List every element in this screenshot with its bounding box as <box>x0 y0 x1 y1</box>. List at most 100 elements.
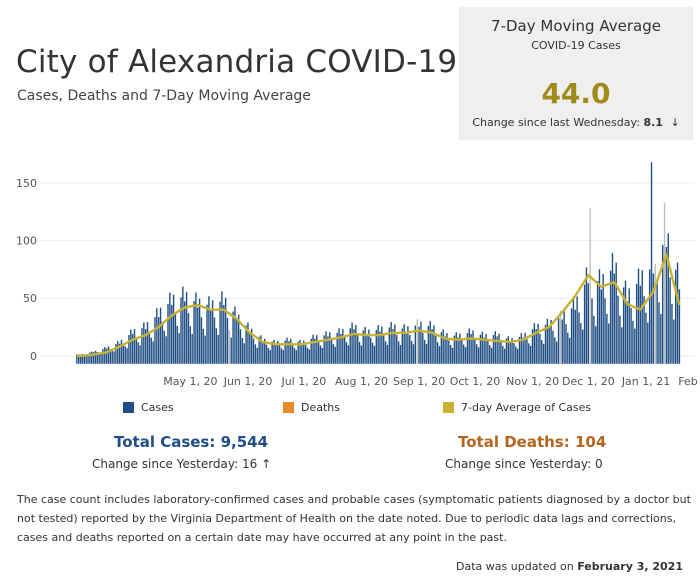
case-bar <box>622 287 625 364</box>
case-bar <box>353 329 355 364</box>
case-bar <box>174 313 177 364</box>
page-subtitle: Cases, Deaths and 7-Day Moving Average <box>17 88 311 104</box>
y-tick-label: 50 <box>23 292 37 305</box>
case-bar <box>291 344 294 364</box>
legend-cases-label: Cases <box>141 401 174 414</box>
case-bar <box>381 326 383 364</box>
case-bar <box>383 335 385 364</box>
case-bar <box>202 328 205 364</box>
case-bar <box>524 332 526 364</box>
y-tick-label: 0 <box>30 350 37 363</box>
case-bar <box>518 337 521 364</box>
case-bar <box>451 347 454 364</box>
case-bar <box>639 285 642 364</box>
case-bar <box>580 323 582 364</box>
case-bar <box>589 208 591 364</box>
case-bar <box>252 338 255 364</box>
case-bar <box>494 331 497 364</box>
case-bar <box>505 338 508 364</box>
legend-cases[interactable]: Cases <box>123 401 174 414</box>
case-bar <box>113 351 115 364</box>
case-bar <box>319 345 322 364</box>
case-bar <box>464 347 467 364</box>
case-bar <box>476 344 478 364</box>
case-bar <box>126 348 128 364</box>
case-bar <box>224 297 227 364</box>
case-bar <box>284 340 286 364</box>
case-bar <box>630 308 632 364</box>
case-bar <box>137 342 139 364</box>
case-bar <box>658 302 660 364</box>
case-bar <box>308 349 311 364</box>
case-bar <box>407 326 409 364</box>
legend-average[interactable]: 7-day Average of Cases <box>443 401 591 414</box>
kpi-title: 7-Day Moving Average <box>491 17 661 35</box>
case-bar <box>489 345 491 364</box>
case-bar <box>355 324 357 364</box>
case-bar <box>468 328 470 364</box>
case-bar <box>399 344 402 364</box>
case-bar <box>635 283 638 364</box>
case-bar <box>384 341 387 364</box>
case-bar <box>310 338 312 364</box>
case-bar <box>327 336 329 364</box>
case-bar <box>92 352 95 364</box>
case-bar <box>111 350 113 364</box>
case-bar <box>143 322 145 364</box>
case-bar <box>427 325 430 364</box>
case-bar <box>118 343 121 364</box>
case-bar <box>557 318 560 364</box>
case-bar <box>474 339 476 364</box>
case-bar <box>522 337 524 364</box>
case-bar <box>563 310 565 364</box>
case-bar <box>654 263 656 364</box>
x-tick-label: Jul 1, 20 <box>280 375 326 388</box>
case-bar <box>356 335 359 364</box>
case-bar <box>321 347 324 364</box>
case-bar <box>598 269 601 364</box>
case-bar <box>76 354 78 364</box>
case-bar <box>492 334 495 364</box>
case-bar <box>332 344 335 364</box>
kpi-change-value: 8.1 <box>643 116 663 129</box>
case-bar <box>568 337 571 364</box>
down-arrow-icon: ↓ <box>670 116 680 129</box>
case-bar <box>574 309 576 364</box>
case-bar <box>360 345 363 364</box>
case-bar <box>609 270 612 364</box>
case-bar <box>481 331 483 364</box>
kpi-change-label: Change since last Wednesday: <box>472 116 640 129</box>
case-bar <box>529 345 532 364</box>
case-bar <box>559 310 562 364</box>
case-bar <box>513 343 515 364</box>
case-bar <box>416 319 418 364</box>
case-bar <box>585 267 588 364</box>
case-bar <box>392 329 394 364</box>
case-bar <box>139 345 141 364</box>
legend-deaths-swatch <box>283 402 294 413</box>
case-bar <box>453 335 456 364</box>
updated-date: February 3, 2021 <box>577 560 683 573</box>
total-deaths: Total Deaths: 104 <box>458 433 607 451</box>
case-bar <box>349 328 351 364</box>
case-bar <box>669 277 671 364</box>
case-bar <box>223 304 225 364</box>
case-bar <box>628 288 630 364</box>
case-bar <box>342 329 344 364</box>
legend-deaths[interactable]: Deaths <box>283 401 340 414</box>
case-bar <box>509 341 511 364</box>
legend-average-swatch <box>443 402 454 413</box>
case-bar <box>390 322 392 364</box>
case-bar <box>602 273 604 364</box>
case-bar <box>634 328 636 364</box>
case-bar <box>314 338 316 364</box>
case-bar <box>615 262 617 364</box>
case-bar <box>371 342 374 364</box>
case-bar <box>258 336 260 364</box>
case-bar <box>533 323 536 364</box>
case-bar <box>496 336 498 364</box>
case-bar <box>457 337 459 364</box>
case-bar <box>641 270 643 364</box>
case-bar <box>197 307 199 364</box>
case-bar <box>273 339 275 364</box>
